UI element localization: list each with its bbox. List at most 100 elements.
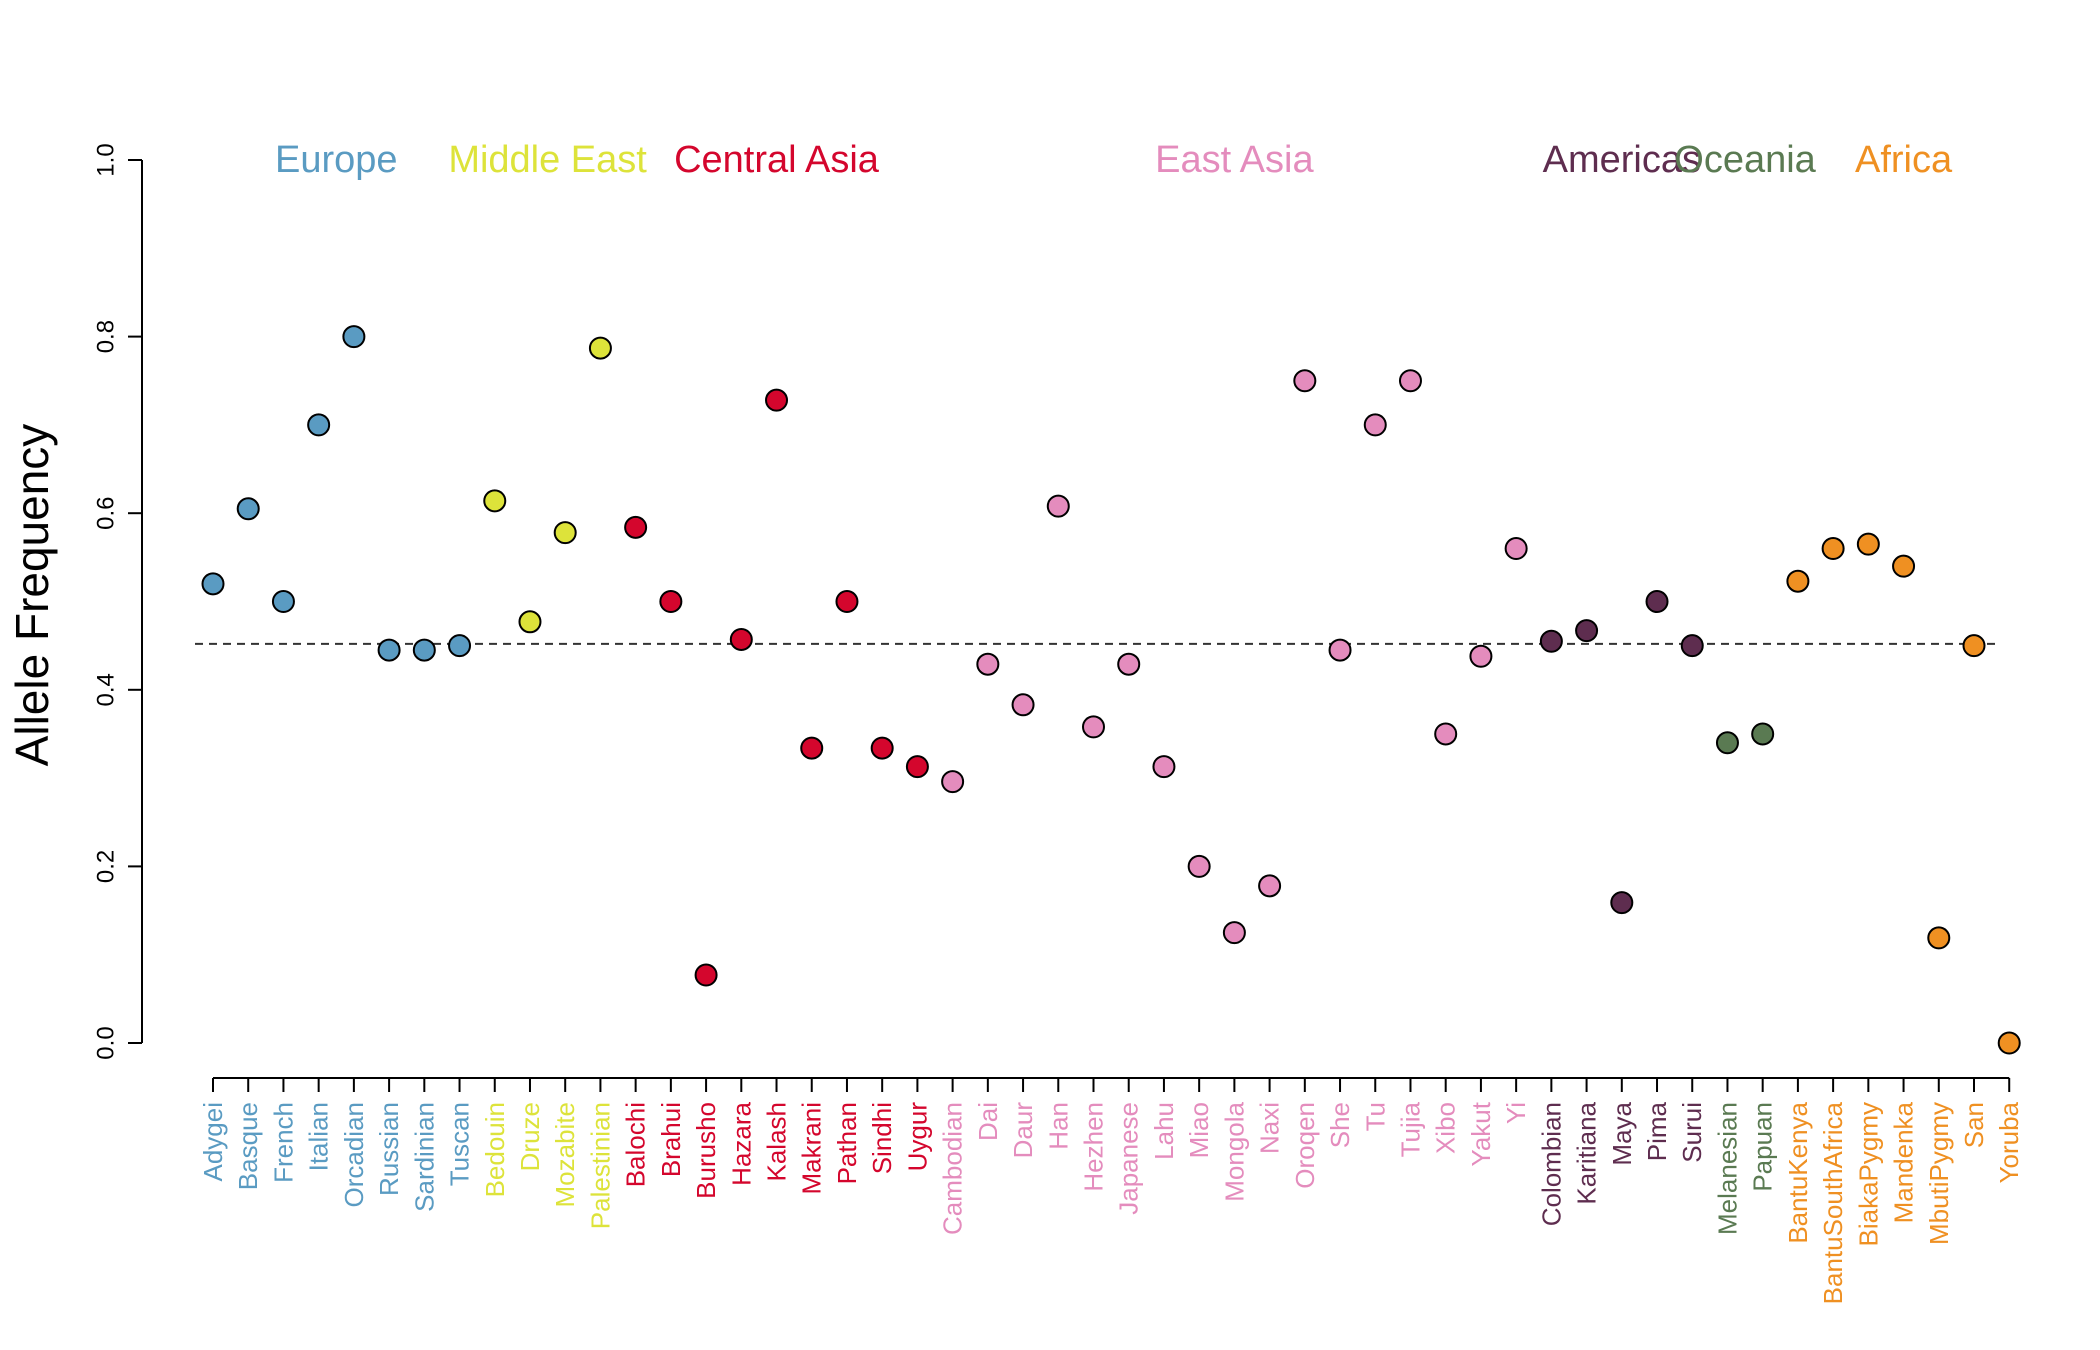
x-tick-label: Yoruba (1994, 1101, 2024, 1183)
x-tick-label: Yi (1501, 1102, 1531, 1124)
data-point (1680, 634, 1704, 658)
data-point (1575, 619, 1599, 643)
data-point (976, 652, 1000, 676)
y-axis: 0.0 0.2 0.4 0.6 0.8 1.0 (93, 143, 143, 1060)
data-point (236, 497, 260, 521)
x-tick-label: Lahu (1149, 1102, 1179, 1160)
data-point (1258, 874, 1282, 898)
x-tick-label: Basque (233, 1102, 263, 1190)
data-point (1328, 638, 1352, 662)
x-tick-label: Cambodian (938, 1102, 968, 1235)
x-tick-label: Druze (515, 1102, 545, 1171)
x-tick-label: Uygur (902, 1102, 932, 1172)
data-point (1645, 590, 1669, 613)
region-label: Africa (1855, 139, 1953, 181)
data-point (1856, 532, 1880, 556)
x-tick-label: Maya (1607, 1101, 1637, 1165)
x-tick-label: Yakut (1466, 1101, 1496, 1166)
data-point (1715, 731, 1739, 755)
data-point (1398, 369, 1422, 393)
x-tick-label: Tujia (1395, 1101, 1425, 1157)
data-point (1011, 693, 1035, 717)
x-tick-label: Mozabite (550, 1102, 580, 1208)
data-point (1222, 921, 1246, 945)
data-point (729, 627, 753, 651)
x-tick-label: Colombian (1536, 1102, 1566, 1226)
data-point (800, 736, 824, 760)
region-label: Europe (275, 139, 398, 181)
x-tick-label: Brahui (656, 1102, 686, 1177)
x-tick-label: Pathan (832, 1102, 862, 1184)
data-point (553, 521, 577, 545)
region-labels: Europe Middle East Central Asia East Asia Am… (275, 139, 1953, 181)
data-point (624, 515, 648, 539)
data-point (765, 388, 789, 412)
data-point (342, 325, 366, 349)
x-tick-label: Hezhen (1079, 1102, 1109, 1192)
region-label: Americas (1543, 139, 1701, 181)
x-tick-label: Daur (1008, 1102, 1038, 1159)
x-tick-label: She (1325, 1102, 1355, 1148)
x-tick-label: Han (1043, 1102, 1073, 1150)
x-tick-label: Mandenka (1889, 1101, 1919, 1223)
data-point (201, 572, 225, 596)
data-point (307, 413, 331, 437)
data-point (870, 736, 894, 760)
x-tick-label: BiakaPygmy (1853, 1102, 1883, 1247)
x-tick-label: Papuan (1748, 1102, 1778, 1192)
x-tick-label: Russian (374, 1102, 404, 1196)
x-tick-label: Dai (973, 1102, 1003, 1141)
x-tick-label: Tu (1360, 1102, 1390, 1131)
data-point (1117, 652, 1141, 676)
data-point (1363, 413, 1387, 437)
x-tick-label: Kalash (762, 1102, 792, 1182)
data-point (1751, 722, 1775, 746)
data-point (1892, 554, 1916, 578)
y-tick-label: 0.4 (93, 673, 120, 706)
data-point (1786, 569, 1810, 593)
x-axis: Adygei Basque French Italian Orcadian Russian… (198, 1077, 2024, 1304)
x-tick-label: French (268, 1102, 298, 1183)
data-point (1504, 537, 1528, 561)
data-point (1962, 634, 1986, 658)
x-tick-label: Orcadian (339, 1102, 369, 1208)
data-point (377, 638, 401, 662)
data-point (1469, 644, 1493, 668)
data-point (659, 590, 683, 613)
x-tick-label: Karitiana (1572, 1101, 1602, 1204)
data-point (483, 489, 507, 513)
data-points (201, 325, 2021, 1055)
data-point (1610, 891, 1634, 915)
x-tick-label: MbutiPygmy (1924, 1102, 1954, 1245)
x-tick-label: San (1959, 1102, 1989, 1148)
x-tick-label: Surui (1677, 1102, 1707, 1163)
region-label: Middle East (448, 139, 647, 181)
x-tick-label: Xibo (1431, 1102, 1461, 1154)
data-point (694, 963, 718, 987)
data-point (271, 590, 295, 613)
x-tick-label: Oroqen (1290, 1102, 1320, 1189)
data-point (1046, 494, 1070, 518)
y-axis-title: Allele Frequency (6, 424, 58, 767)
y-tick-label: 1.0 (93, 143, 120, 176)
data-point (1152, 755, 1176, 779)
x-tick-label: BantuSouthAfrica (1818, 1101, 1848, 1304)
x-tick-label: Adygei (198, 1102, 228, 1182)
data-point (905, 755, 929, 779)
x-tick-label: Makrani (797, 1102, 827, 1194)
data-point (1539, 629, 1563, 653)
data-point (518, 610, 542, 634)
x-tick-label: Naxi (1255, 1102, 1285, 1154)
data-point (835, 590, 859, 613)
y-tick-label: 0.0 (93, 1026, 120, 1059)
x-tick-label: Sardinian (409, 1102, 439, 1212)
data-point (1997, 1031, 2021, 1055)
data-point (448, 634, 472, 658)
data-point (588, 336, 612, 360)
data-point (1082, 715, 1105, 739)
x-tick-label: Miao (1184, 1102, 1214, 1158)
x-tick-label: Italian (304, 1102, 334, 1171)
region-label: Central Asia (674, 139, 880, 181)
x-tick-label: Sindhi (867, 1102, 897, 1174)
